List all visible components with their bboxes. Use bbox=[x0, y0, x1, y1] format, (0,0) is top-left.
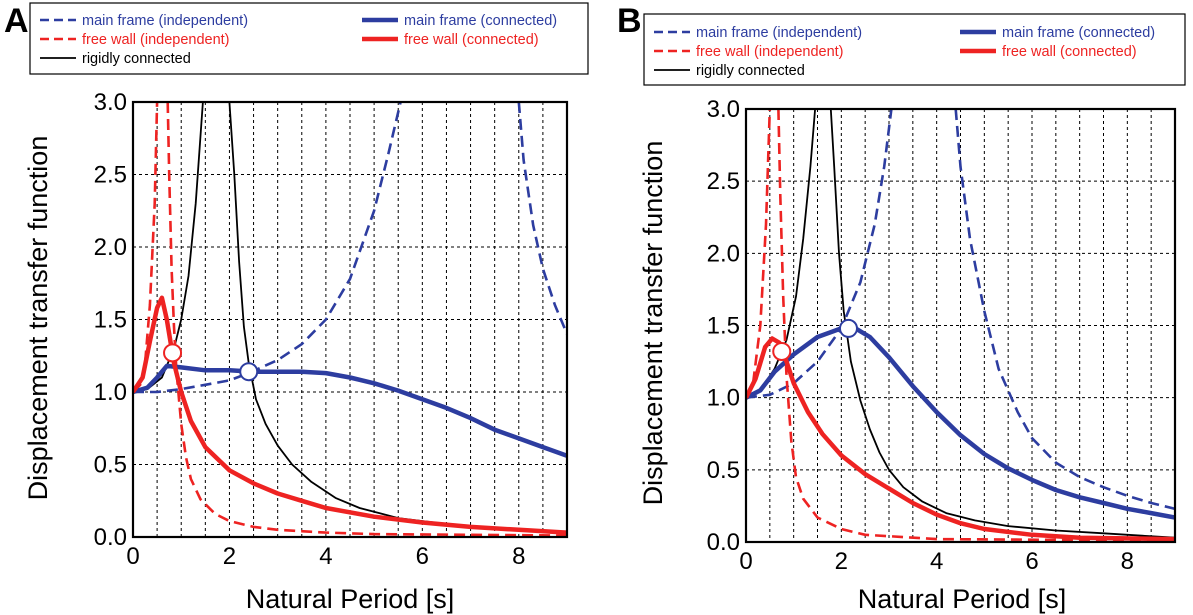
y-tick-label: 0.0 bbox=[94, 524, 127, 551]
legend-entry: free wall (connected) bbox=[960, 44, 1137, 60]
intersection-marker bbox=[239, 362, 259, 382]
legend-label: main frame (connected) bbox=[1002, 25, 1155, 41]
legend-entry: free wall (independent) bbox=[654, 44, 844, 60]
series-line-free-wall-independent bbox=[777, 109, 1175, 542]
x-tick-label: 6 bbox=[416, 543, 429, 570]
panel-b-label: B bbox=[617, 2, 642, 40]
legend-entry: main frame (independent) bbox=[40, 13, 248, 29]
legend-label: free wall (independent) bbox=[82, 32, 230, 48]
legend-label: main frame (connected) bbox=[404, 13, 557, 29]
x-tick-label: 2 bbox=[835, 548, 848, 575]
panel-b-legend-box bbox=[643, 13, 1186, 86]
legend-entry: rigidly connected bbox=[40, 51, 191, 67]
legend-entry: main frame (connected) bbox=[362, 13, 557, 29]
panel-a: A main frame (independent) main frame (co… bbox=[4, 2, 589, 614]
x-tick-label: 8 bbox=[1121, 548, 1134, 575]
series-line-free-wall-connected bbox=[746, 336, 1175, 542]
legend-label: free wall (connected) bbox=[404, 32, 539, 48]
legend-entry: free wall (connected) bbox=[362, 32, 539, 48]
series-line-free-wall-independent bbox=[166, 102, 567, 537]
series-line-rigidly-connected bbox=[829, 109, 1175, 539]
x-tick-label: 4 bbox=[319, 543, 332, 570]
intersection-marker bbox=[772, 341, 792, 361]
series-line-main-frame-connected bbox=[746, 326, 1175, 520]
intersection-marker bbox=[838, 318, 858, 338]
legend-entry: free wall (independent) bbox=[40, 32, 230, 48]
panel-b-x-axis-title: Natural Period [s] bbox=[858, 584, 1067, 614]
y-tick-label: 2.0 bbox=[94, 234, 127, 261]
x-tick-label: 0 bbox=[739, 548, 752, 575]
legend-label: free wall (independent) bbox=[696, 44, 844, 60]
panel-b: B main frame (independent) main frame (co… bbox=[617, 2, 1186, 614]
legend-entry: rigidly connected bbox=[654, 63, 805, 79]
y-tick-label: 1.0 bbox=[94, 379, 127, 406]
panel-a-label: A bbox=[4, 2, 29, 40]
plot-frame bbox=[744, 107, 1177, 544]
series-layer bbox=[133, 102, 567, 537]
intersection-marker bbox=[163, 343, 183, 363]
legend-entry: main frame (independent) bbox=[654, 25, 862, 41]
x-tick-label: 6 bbox=[1025, 548, 1038, 575]
series-line-main-frame-independent bbox=[517, 102, 567, 335]
series-line-free-wall-connected bbox=[133, 295, 567, 535]
panel-b-legend: main frame (independent) main frame (conn… bbox=[654, 25, 1155, 79]
legend-entry: main frame (connected) bbox=[960, 25, 1155, 41]
y-tick-label: 0.0 bbox=[707, 529, 740, 556]
panel-a-plot: 0 2 4 6 8 0.0 0.5 1.0 1.5 2.0 2.5 3.0 bbox=[94, 89, 569, 570]
panel-a-legend-box bbox=[29, 2, 589, 75]
y-tick-label: 2.5 bbox=[94, 162, 127, 189]
panel-b-plot: 0 2 4 6 8 0.0 0.5 1.0 1.5 2.0 2.5 3.0 bbox=[707, 96, 1177, 575]
x-tick-label: 8 bbox=[512, 543, 525, 570]
y-tick-label: 1.5 bbox=[94, 307, 127, 334]
y-tick-label: 3.0 bbox=[707, 96, 740, 123]
panel-b-y-axis-title: Displacement transfer function bbox=[638, 141, 668, 506]
series-line-main-frame-independent bbox=[954, 109, 1175, 511]
y-tick-label: 3.0 bbox=[94, 89, 127, 116]
x-tick-label: 2 bbox=[223, 543, 236, 570]
panel-a-x-axis-title: Natural Period [s] bbox=[246, 584, 455, 614]
legend-label: rigidly connected bbox=[696, 63, 805, 79]
x-tick-label: 0 bbox=[126, 543, 139, 570]
y-tick-label: 1.0 bbox=[707, 385, 740, 412]
y-tick-label: 2.5 bbox=[707, 168, 740, 195]
y-tick-label: 1.5 bbox=[707, 313, 740, 340]
y-tick-label: 0.5 bbox=[707, 457, 740, 484]
legend-label: free wall (connected) bbox=[1002, 44, 1137, 60]
series-line-main-frame-independent bbox=[133, 102, 402, 394]
panel-a-legend: main frame (independent) main frame (conn… bbox=[40, 13, 557, 67]
legend-label: main frame (independent) bbox=[82, 13, 248, 29]
y-tick-label: 0.5 bbox=[94, 452, 127, 479]
x-tick-label: 4 bbox=[930, 548, 943, 575]
y-tick-label: 2.0 bbox=[707, 240, 740, 267]
plot-frame bbox=[131, 100, 569, 539]
legend-label: main frame (independent) bbox=[696, 25, 862, 41]
panel-a-y-axis-title: Displacement transfer function bbox=[23, 136, 53, 501]
series-line-main-frame-connected bbox=[133, 363, 567, 458]
legend-label: rigidly connected bbox=[82, 51, 191, 67]
